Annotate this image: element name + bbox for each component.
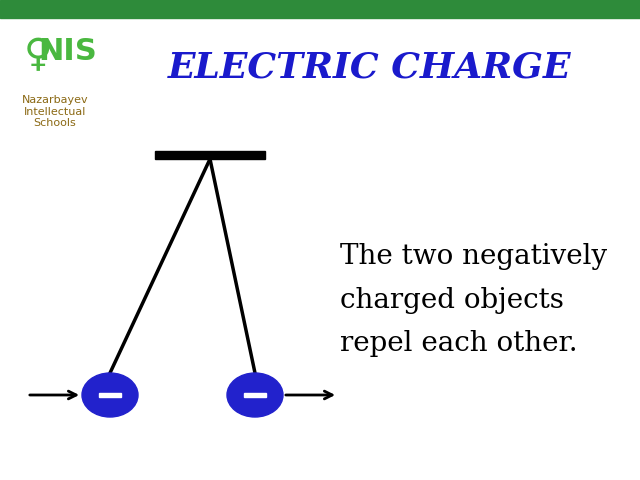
Bar bbox=[99, 393, 121, 397]
Text: NIS: NIS bbox=[38, 37, 97, 67]
Text: The two negatively
charged objects
repel each other.: The two negatively charged objects repel… bbox=[340, 243, 607, 357]
Text: ♀: ♀ bbox=[24, 36, 52, 74]
Text: Nazarbayev
Intellectual
Schools: Nazarbayev Intellectual Schools bbox=[22, 95, 88, 128]
Ellipse shape bbox=[82, 373, 138, 417]
Text: ELECTRIC CHARGE: ELECTRIC CHARGE bbox=[168, 51, 572, 85]
Bar bbox=[0, 0, 640, 18]
Bar bbox=[244, 393, 266, 397]
Ellipse shape bbox=[227, 373, 283, 417]
Bar bbox=[155, 151, 265, 159]
